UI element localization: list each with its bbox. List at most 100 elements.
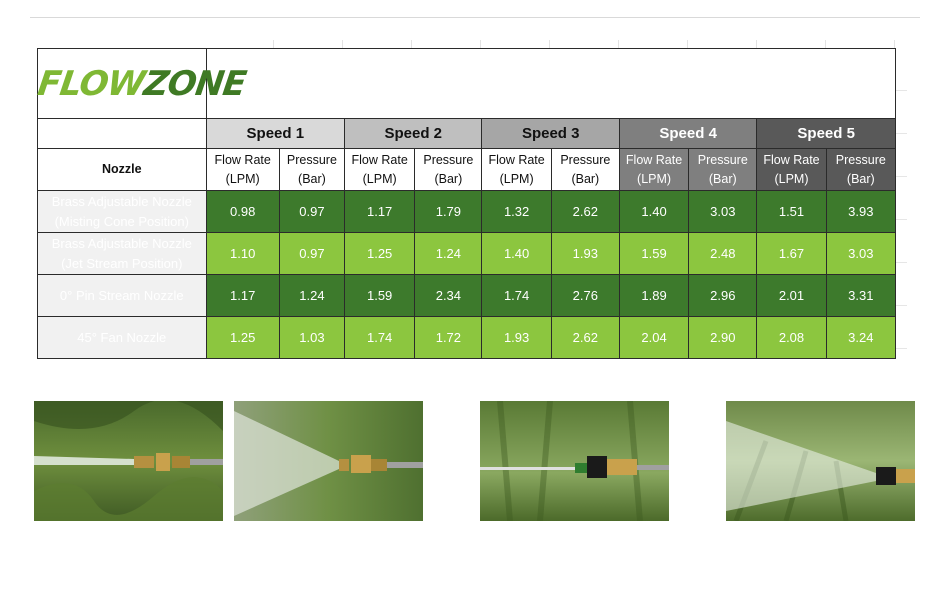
header-label-line1: Pressure xyxy=(423,152,474,167)
header-label-unit: (Bar) xyxy=(846,171,875,186)
header-label-unit: (LPM) xyxy=(499,171,534,186)
pressure-value: 2.62 xyxy=(550,190,620,233)
pressure-value: 3.31 xyxy=(825,274,897,317)
header-label-unit: (Bar) xyxy=(708,171,737,186)
header-label-unit: (Bar) xyxy=(434,171,463,186)
header-label-unit: (Bar) xyxy=(298,171,326,186)
header-label-unit: (LPM) xyxy=(637,171,672,186)
nozzle-name-line1: Brass Adjustable Nozzle xyxy=(51,235,192,251)
nozzle-name: Brass Adjustable Nozzle (Jet Stream Posit… xyxy=(37,232,207,275)
flow-rate-value: 2.04 xyxy=(618,316,690,359)
pressure-value: 2.34 xyxy=(414,274,483,317)
flowzone-logo: FLOWZONE xyxy=(35,63,249,104)
flow-rate-header-5: Flow Rate (LPM) xyxy=(756,148,827,191)
header-label-line1: Flow Rate xyxy=(763,152,820,167)
photo-fan xyxy=(726,401,915,521)
pressure-value: 2.76 xyxy=(550,274,620,317)
nozzle-name-line1: 45° Fan Nozzle xyxy=(77,329,167,345)
sheet-gridlines-right xyxy=(895,48,907,364)
pressure-value: 2.62 xyxy=(550,316,620,359)
nozzle-name-line1: Brass Adjustable Nozzle xyxy=(51,193,192,209)
pressure-value: 0.97 xyxy=(278,232,346,275)
table-row: Brass Adjustable Nozzle (Jet Stream Posit… xyxy=(37,232,897,275)
pressure-value: 1.03 xyxy=(278,316,346,359)
nozzle-name-line2: (Jet Stream Position) xyxy=(61,255,183,271)
nozzle-name: Brass Adjustable Nozzle (Misting Cone Pos… xyxy=(37,190,207,233)
pressure-value: 1.79 xyxy=(414,190,483,233)
header-label-line1: Pressure xyxy=(560,152,611,167)
pressure-value: 2.90 xyxy=(688,316,758,359)
flow-rate-value: 1.17 xyxy=(205,274,280,317)
pressure-value: 1.72 xyxy=(414,316,483,359)
flow-rate-value: 1.89 xyxy=(618,274,690,317)
speed-header-4: Speed 4 xyxy=(618,118,758,149)
header-label-unit: (LPM) xyxy=(362,171,397,186)
pressure-value: 2.48 xyxy=(688,232,758,275)
flow-rate-header-4: Flow Rate (LPM) xyxy=(618,148,690,191)
pressure-header-5: Pressure (Bar) xyxy=(825,148,897,191)
flow-rate-value: 2.01 xyxy=(756,274,827,317)
flow-rate-value: 1.17 xyxy=(344,190,416,233)
logo-cell: FLOWZONE xyxy=(35,48,248,119)
table-row: 0° Pin Stream Nozzle 1.17 1.24 1.59 2.34 1.74… xyxy=(37,274,897,317)
pressure-value: 1.93 xyxy=(550,232,620,275)
flow-rate-value: 1.25 xyxy=(205,316,280,359)
pressure-header-2: Pressure (Bar) xyxy=(414,148,483,191)
flow-rate-value: 1.25 xyxy=(344,232,416,275)
header-label-line1: Pressure xyxy=(286,152,337,167)
flow-rate-value: 0.98 xyxy=(205,190,280,233)
pressure-value: 3.24 xyxy=(825,316,897,359)
top-divider xyxy=(30,17,920,18)
speed-header-5: Speed 5 xyxy=(756,118,896,149)
header-label-line1: Flow Rate xyxy=(488,152,545,167)
header-label-unit: (Bar) xyxy=(571,171,600,186)
flow-rate-value: 1.59 xyxy=(344,274,416,317)
photo-pin-stream xyxy=(480,401,669,521)
flow-rate-value: 2.08 xyxy=(756,316,827,359)
pressure-header-1: Pressure (Bar) xyxy=(278,148,346,191)
pressure-header-4: Pressure (Bar) xyxy=(688,148,758,191)
photo-brass-misting xyxy=(34,401,223,521)
header-label-line1: Pressure xyxy=(835,152,886,167)
flow-rate-value: 1.74 xyxy=(481,274,552,317)
nozzle-name-line2: (Misting Cone Position) xyxy=(54,213,189,229)
column-header-row: Nozzle Flow Rate (LPM) Pressure (Bar) Flow R… xyxy=(37,148,897,191)
pressure-value: 3.93 xyxy=(825,190,897,233)
header-label-unit: (LPM) xyxy=(225,171,260,186)
pressure-value: 0.97 xyxy=(278,190,346,233)
nozzle-name-line1: 0° Pin Stream Nozzle xyxy=(59,287,184,303)
header-label-line1: Flow Rate xyxy=(625,152,683,167)
pressure-value: 3.03 xyxy=(825,232,897,275)
flow-rate-header-3: Flow Rate (LPM) xyxy=(481,148,552,191)
nozzle-name: 0° Pin Stream Nozzle xyxy=(37,274,207,317)
flow-rate-value: 1.51 xyxy=(756,190,827,233)
flow-rate-value: 1.59 xyxy=(618,232,690,275)
header-label-line1: Pressure xyxy=(697,152,748,167)
pressure-header-3: Pressure (Bar) xyxy=(550,148,620,191)
table-row: Brass Adjustable Nozzle (Misting Cone Pos… xyxy=(37,190,897,233)
header-label-line1: Flow Rate xyxy=(214,152,271,167)
header-label-line1: Flow Rate xyxy=(351,152,408,167)
flow-rate-value: 1.93 xyxy=(481,316,552,359)
speed-header-row: Speed 1 Speed 2 Speed 3 Speed 4 Speed 5 xyxy=(37,118,896,149)
flow-rate-value: 1.40 xyxy=(481,232,552,275)
sheet-gridlines-top xyxy=(205,40,895,48)
flow-rate-header-1: Flow Rate (LPM) xyxy=(205,148,280,191)
photo-brass-jet xyxy=(234,401,423,521)
speed-header-2: Speed 2 xyxy=(344,118,483,149)
speed-header-1: Speed 1 xyxy=(205,118,346,149)
pressure-value: 1.24 xyxy=(414,232,483,275)
flow-rate-value: 1.40 xyxy=(618,190,690,233)
flow-rate-header-2: Flow Rate (LPM) xyxy=(344,148,416,191)
speed-corner-cell xyxy=(37,118,207,149)
table-row: 45° Fan Nozzle 1.25 1.03 1.74 1.72 1.93 2.62 2.… xyxy=(37,316,897,359)
nozzle-name: 45° Fan Nozzle xyxy=(37,316,207,359)
flow-rate-value: 1.32 xyxy=(481,190,552,233)
nozzle-header: Nozzle xyxy=(37,148,207,191)
flow-rate-value: 1.74 xyxy=(344,316,416,359)
flow-rate-table: FLOWZONE Speed 1 Speed 2 Speed 3 Speed 4 Spe… xyxy=(35,48,897,359)
pressure-value: 2.96 xyxy=(688,274,758,317)
pressure-value: 3.03 xyxy=(688,190,758,233)
flow-rate-value: 1.10 xyxy=(205,232,280,275)
pressure-value: 1.24 xyxy=(278,274,346,317)
